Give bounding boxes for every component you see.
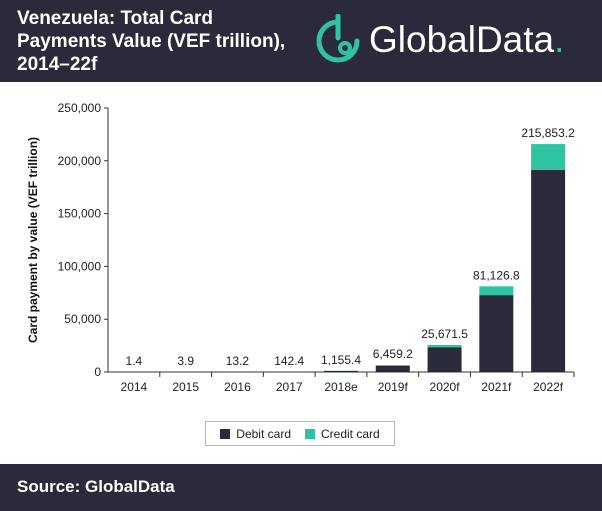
y-tick-label: 50,000 bbox=[64, 312, 101, 326]
bar-total-label: 13.2 bbox=[226, 354, 250, 368]
bar-total-label: 1,155.4 bbox=[321, 353, 361, 367]
stacked-bar-chart: 0 50,000 100,000 150,000 200,000 250,000 Card … bbox=[26, 101, 575, 394]
x-tick-label: 2021f bbox=[481, 380, 512, 394]
bar-debit bbox=[531, 169, 566, 372]
bar-credit bbox=[427, 344, 462, 348]
bar-total-label: 25,671.5 bbox=[421, 327, 468, 341]
bar-debit bbox=[324, 370, 358, 372]
legend-label-debit: Debit card bbox=[236, 426, 291, 441]
x-tick-label: 2019f bbox=[378, 380, 409, 394]
chart-legend: Debit card Credit card bbox=[205, 421, 395, 446]
footer-banner: Source: GlobalData bbox=[0, 464, 602, 511]
globaldata-logo: GlobalData. bbox=[312, 13, 592, 68]
bar-credit bbox=[479, 286, 514, 296]
title-line-2: Payments Value (VEF trillion), bbox=[17, 31, 286, 52]
globaldata-logo-icon bbox=[316, 13, 360, 63]
logo-wordmark: GlobalData. bbox=[369, 20, 564, 60]
legend-label-credit: Credit card bbox=[321, 426, 380, 441]
y-tick-label: 100,000 bbox=[58, 259, 102, 273]
bar-debit bbox=[375, 365, 410, 372]
logo-name: GlobalData bbox=[369, 19, 555, 60]
title-line-3: 2014–22f bbox=[17, 54, 98, 75]
chart-area: 0 50,000 100,000 150,000 200,000 250,000 Card … bbox=[0, 90, 602, 460]
logo-dot: . bbox=[554, 19, 565, 60]
bar-credit bbox=[531, 144, 566, 170]
title-line-1: Venezuela: Total Card bbox=[17, 8, 214, 29]
bar-debit bbox=[479, 295, 514, 372]
bar-total-label: 142.4 bbox=[274, 354, 304, 368]
y-tick-label: 200,000 bbox=[58, 154, 102, 168]
header-banner: Venezuela: Total Card Payments Value (VE… bbox=[0, 0, 602, 82]
bar-total-label: 6,459.2 bbox=[373, 347, 413, 361]
y-axis-label: Card payment by value (VEF trillion) bbox=[26, 137, 40, 343]
bar-total-label: 215,853.2 bbox=[521, 126, 575, 140]
x-tick-label: 2014 bbox=[121, 380, 148, 394]
bar-total-label: 3.9 bbox=[177, 354, 194, 368]
y-tick-label: 150,000 bbox=[58, 207, 102, 221]
legend-swatch-credit bbox=[305, 428, 315, 439]
legend-swatch-debit bbox=[220, 428, 231, 439]
y-tick-label: 250,000 bbox=[58, 101, 102, 115]
x-tick-label: 2016 bbox=[224, 380, 251, 394]
x-tick-label: 2020f bbox=[430, 380, 461, 394]
legend-item-debit: Debit card bbox=[220, 427, 291, 441]
legend-item-credit: Credit card bbox=[305, 427, 380, 441]
x-tick-label: 2022f bbox=[533, 380, 564, 394]
x-tick-label: 2017 bbox=[276, 380, 303, 394]
y-tick-label: 0 bbox=[94, 365, 101, 379]
source-text: Source: GlobalData bbox=[17, 477, 175, 496]
bar-debit bbox=[427, 347, 462, 372]
chart-title: Venezuela: Total Card Payments Value (VE… bbox=[17, 7, 317, 76]
bar-total-label: 81,126.8 bbox=[473, 268, 520, 282]
x-tick-label: 2018e bbox=[324, 380, 358, 394]
x-tick-label: 2015 bbox=[172, 380, 199, 394]
bar-total-label: 1.4 bbox=[126, 354, 143, 368]
